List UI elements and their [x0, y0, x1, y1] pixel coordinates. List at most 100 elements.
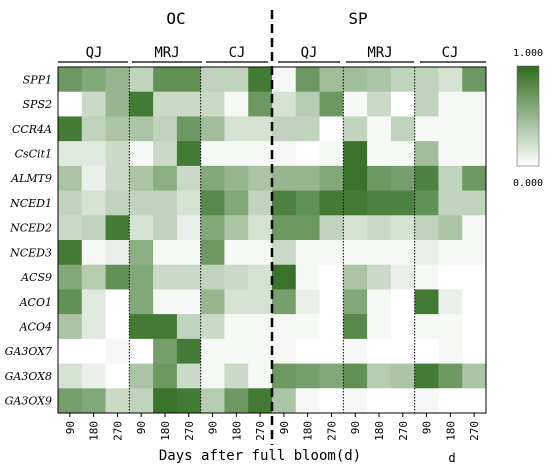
heatmap-cell [390, 165, 416, 191]
heatmap-cell [129, 314, 154, 340]
heatmap-cell [224, 388, 249, 414]
subgroup-oc-qj: QJ [86, 45, 103, 61]
heatmap-cell [462, 264, 487, 290]
heatmap-cell [200, 314, 225, 340]
heatmap-cell [129, 190, 154, 216]
heatmap-cell [319, 91, 344, 117]
heatmap-cell [248, 363, 273, 389]
heatmap-cell [462, 141, 487, 167]
heatmap-cell [248, 141, 273, 167]
heatmap-cell [200, 215, 225, 241]
heatmap-cell [176, 338, 202, 364]
heatmap-cell [200, 91, 225, 117]
heatmap-cell [224, 141, 249, 167]
column-label: 180 [444, 421, 457, 441]
heatmap-cell [176, 91, 202, 117]
heatmap-cell [58, 264, 83, 290]
heatmap-cell [390, 338, 416, 364]
heatmap-cell [58, 190, 83, 216]
heatmap-cell [224, 338, 249, 364]
heatmap-cell [390, 215, 416, 241]
heatmap-cell [414, 165, 439, 191]
heatmap-cell [367, 116, 392, 142]
heatmap-cell [176, 190, 202, 216]
heatmap-cell [319, 314, 344, 340]
heatmap-cell [153, 141, 178, 167]
heatmap-cell [200, 116, 225, 142]
heatmap-cell [319, 67, 344, 93]
heatmap-cell [176, 363, 202, 389]
heatmap-cell [367, 314, 392, 340]
column-label: 270 [397, 421, 410, 441]
heatmap-cell [176, 165, 202, 191]
heatmap-cell [319, 338, 344, 364]
heatmap-cell [58, 289, 83, 315]
heatmap-cell [343, 338, 368, 364]
heatmap-cell [319, 165, 344, 191]
heatmap-cell [153, 67, 178, 93]
heatmap-cell [462, 240, 487, 266]
heatmap-cell [81, 91, 106, 117]
row-label: GA3OX8 [5, 370, 52, 383]
column-label: 270 [111, 421, 124, 441]
heatmap-cell [414, 240, 439, 266]
heatmap-cell [200, 190, 225, 216]
heatmap-cell [153, 338, 178, 364]
heatmap-border [57, 66, 487, 414]
heatmap-cell [58, 116, 83, 142]
heatmap-cell [462, 388, 487, 414]
heatmap-cell [105, 388, 130, 414]
heatmap-cell [438, 264, 463, 290]
row-label: ALMT9 [10, 172, 52, 185]
group-title-oc: OC [166, 9, 185, 28]
heatmap-cell [295, 116, 320, 142]
color-legend: 1.000 0.000 [513, 48, 543, 189]
heatmap-cells [58, 67, 487, 414]
heatmap-cell [343, 165, 368, 191]
heatmap-cell [438, 91, 463, 117]
subgroup-sp-mrj: MRJ [367, 45, 392, 61]
heatmap-cell [224, 240, 249, 266]
column-label: 180 [159, 421, 172, 441]
heatmap-cell [224, 190, 249, 216]
heatmap-cell [81, 141, 106, 167]
heatmap-cell [319, 116, 344, 142]
heatmap-cell [81, 289, 106, 315]
heatmap-cell [367, 289, 392, 315]
heatmap-cell [176, 67, 202, 93]
heatmap-cell [176, 240, 202, 266]
heatmap-cell [105, 240, 130, 266]
heatmap-cell [295, 190, 320, 216]
heatmap-cell [129, 215, 154, 241]
heatmap-cell [105, 264, 130, 290]
heatmap-cell [272, 314, 297, 340]
heatmap-cell [390, 388, 416, 414]
heatmap-cell [224, 215, 249, 241]
heatmap-cell [295, 91, 320, 117]
heatmap-cell [58, 215, 83, 241]
heatmap-cell [414, 363, 439, 389]
subgroup-sp-cj: CJ [442, 45, 459, 61]
heatmap-cell [390, 240, 416, 266]
heatmap-cell [462, 215, 487, 241]
heatmap-cell [248, 165, 273, 191]
heatmap-cell [105, 215, 130, 241]
subgroup-sp-qj: QJ [301, 45, 318, 61]
heatmap-cell [295, 338, 320, 364]
heatmap-cell [200, 363, 225, 389]
heatmap-cell [438, 67, 463, 93]
row-label: CCR4A [12, 123, 52, 136]
row-label: NCED1 [9, 197, 52, 210]
heatmap-cell [200, 289, 225, 315]
heatmap-cell [272, 91, 297, 117]
heatmap-cell [105, 338, 130, 364]
heatmap-cell [438, 388, 463, 414]
heatmap-cell [295, 289, 320, 315]
heatmap-cell [414, 338, 439, 364]
column-label: 90 [135, 421, 148, 434]
heatmap-cell [129, 289, 154, 315]
heatmap-cell [81, 67, 106, 93]
heatmap-cell [295, 264, 320, 290]
heatmap-cell [367, 240, 392, 266]
